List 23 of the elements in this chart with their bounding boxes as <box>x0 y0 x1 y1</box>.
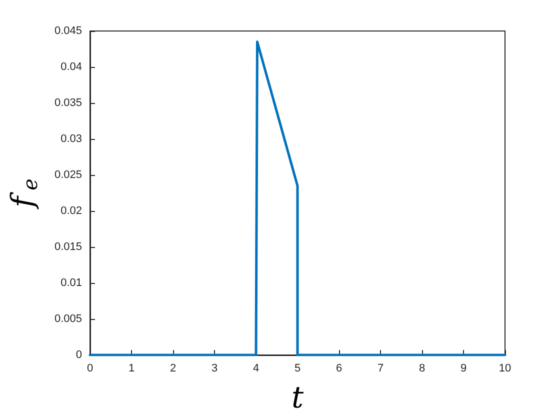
x-tick-label: 4 <box>252 362 260 374</box>
x-axis-title: t <box>291 380 304 416</box>
x-tick-label: 9 <box>460 362 467 374</box>
y-tick-label: 0.03 <box>60 133 82 145</box>
y-tick-label: 0.005 <box>54 313 82 325</box>
y-tick-label: 0.015 <box>54 241 82 253</box>
y-tick-label: 0 <box>76 349 82 361</box>
y-tick-label: 0.01 <box>60 277 82 289</box>
y-tick-label: 0.045 <box>54 25 82 37</box>
y-axis-title: fe <box>6 178 42 210</box>
x-tick-label: 7 <box>377 362 384 374</box>
x-tick-label: 2 <box>170 362 176 374</box>
x-tick-label: 10 <box>498 362 512 374</box>
y-tick-label: 0.025 <box>54 169 82 181</box>
y-tick-label: 0.04 <box>60 61 82 73</box>
x-tick-label: 0 <box>86 362 94 374</box>
x-tick-label: 1 <box>128 362 135 374</box>
x-tick-label: 6 <box>336 362 342 374</box>
x-tick-label: 8 <box>418 362 426 374</box>
y-tick-label: 0.02 <box>60 205 82 217</box>
x-tick-label: 3 <box>211 362 218 374</box>
x-tick-label: 5 <box>294 362 301 374</box>
y-tick-label: 0.035 <box>54 97 82 109</box>
